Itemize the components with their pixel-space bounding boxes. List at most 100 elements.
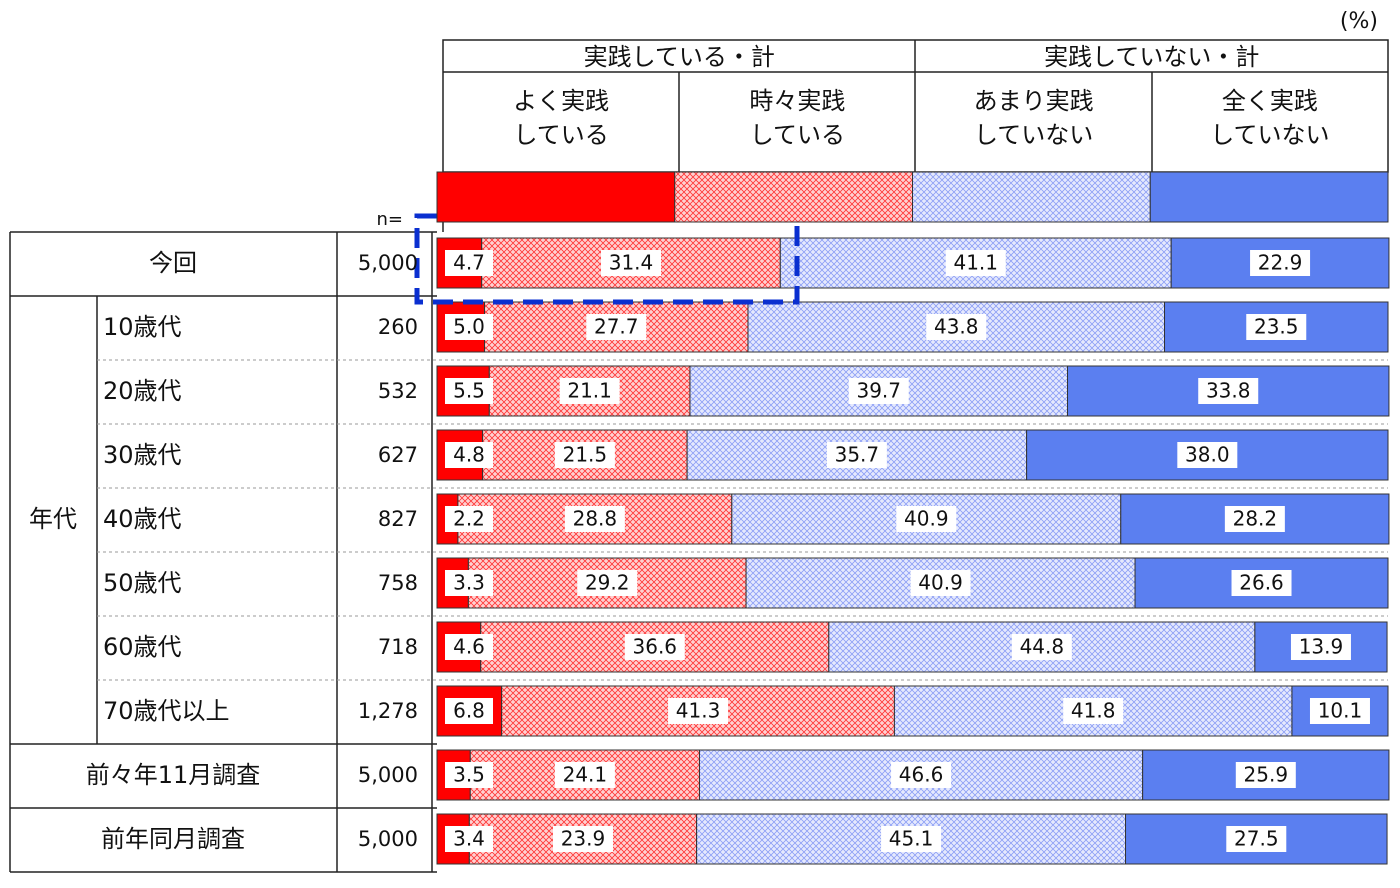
sample-size: 5,000 — [358, 827, 418, 851]
value-label-bg — [1011, 634, 1072, 660]
sample-size: 627 — [378, 443, 418, 467]
value-label-bg — [1063, 698, 1124, 724]
value-label-bg — [848, 378, 909, 404]
value-label-bg — [564, 506, 625, 532]
value-label-bg — [554, 442, 615, 468]
row-label: 今回 — [149, 249, 197, 277]
legend-swatch — [912, 171, 1151, 223]
sample-size: 260 — [378, 315, 418, 339]
value-label: 33.8 — [1206, 379, 1251, 403]
value-label: 25.9 — [1244, 763, 1289, 787]
sample-size: 827 — [378, 507, 418, 531]
row-label: 40歳代 — [103, 505, 182, 533]
value-label-bg — [926, 314, 987, 340]
value-label-bg — [624, 634, 685, 660]
bars: 4.7 31.4 41.1 22.9 5.0 27.7 43.8 23.5 5.5 21.1 39.… — [436, 237, 1390, 865]
value-label-bg — [445, 698, 493, 724]
value-label-bg — [445, 314, 493, 340]
row-label: 50歳代 — [103, 569, 182, 597]
value-label-bg — [1250, 250, 1311, 276]
value-label: 27.5 — [1234, 827, 1279, 851]
value-label: 5.5 — [453, 379, 485, 403]
value-label-bg — [1290, 634, 1351, 660]
value-label: 10.1 — [1318, 699, 1363, 723]
value-label: 27.7 — [594, 315, 639, 339]
value-label: 41.1 — [953, 251, 998, 275]
value-label: 28.2 — [1233, 507, 1278, 531]
value-label-bg — [910, 570, 971, 596]
group-header: 実践している・計 — [584, 43, 775, 71]
value-label-bg — [1177, 442, 1238, 468]
value-label: 4.8 — [453, 443, 485, 467]
value-label: 43.8 — [934, 315, 979, 339]
value-label-bg — [445, 570, 493, 596]
value-label: 44.8 — [1020, 635, 1065, 659]
value-label: 4.6 — [453, 635, 485, 659]
series-header-box: あまり実践 していない — [973, 87, 1094, 149]
value-label: 26.6 — [1239, 571, 1284, 595]
value-label: 21.5 — [563, 443, 608, 467]
value-label-bg — [554, 762, 615, 788]
sample-size: 5,000 — [358, 251, 418, 275]
value-label: 45.1 — [889, 827, 934, 851]
value-label: 5.0 — [453, 315, 485, 339]
sample-size: 718 — [378, 635, 418, 659]
value-label: 23.5 — [1254, 315, 1299, 339]
value-label-bg — [945, 250, 1006, 276]
unit-label: (%) — [1340, 9, 1378, 34]
value-label-bg — [1224, 506, 1285, 532]
value-label-bg — [445, 442, 493, 468]
row-label: 前年同月調査 — [101, 825, 245, 853]
value-label-bg — [1246, 314, 1307, 340]
value-label: 24.1 — [563, 763, 608, 787]
value-label-bg — [577, 570, 638, 596]
value-label: 40.9 — [904, 507, 949, 531]
row-label: 70歳代以上 — [103, 697, 230, 725]
value-label-bg — [668, 698, 729, 724]
value-label: 4.7 — [453, 251, 485, 275]
legend-label: よく実践 している — [513, 87, 610, 149]
value-label: 36.6 — [633, 635, 678, 659]
value-label-bg — [445, 634, 493, 660]
value-label-bg — [1226, 826, 1287, 852]
row-label: 20歳代 — [103, 377, 182, 405]
value-label-bg — [445, 762, 493, 788]
value-label-bg — [586, 314, 647, 340]
value-label-bg — [1309, 698, 1370, 724]
sample-size: 532 — [378, 379, 418, 403]
value-label-bg — [891, 762, 952, 788]
legend-label: あまり実践 していない — [973, 87, 1094, 149]
value-label-bg — [552, 826, 613, 852]
value-label-bg — [1198, 378, 1259, 404]
row-label: 60歳代 — [103, 633, 182, 661]
value-label-bg — [445, 826, 493, 852]
sample-size: 5,000 — [358, 763, 418, 787]
value-label: 2.2 — [453, 507, 485, 531]
value-label: 31.4 — [609, 251, 654, 275]
value-label-bg — [1235, 762, 1296, 788]
series-header-box: 全く実践 していない — [1210, 87, 1330, 149]
value-label: 3.4 — [453, 827, 485, 851]
legend-swatch — [1149, 171, 1389, 223]
series-header-box: 時々実践 している — [749, 87, 845, 149]
value-label-bg — [1231, 570, 1292, 596]
row-label: 30歳代 — [103, 441, 182, 469]
value-label: 40.9 — [918, 571, 963, 595]
row-label: 前々年11月調査 — [86, 761, 261, 789]
row-label: 10歳代 — [103, 313, 182, 341]
value-label: 21.1 — [567, 379, 612, 403]
series-header-box: よく実践 している — [513, 87, 610, 149]
bar-segment — [1026, 429, 1389, 481]
legend-label: 全く実践 していない — [1210, 87, 1330, 149]
value-label: 29.2 — [585, 571, 630, 595]
value-label: 22.9 — [1258, 251, 1303, 275]
value-label: 3.3 — [453, 571, 485, 595]
sample-size: 1,278 — [358, 699, 418, 723]
value-label: 41.3 — [676, 699, 721, 723]
value-label: 46.6 — [899, 763, 944, 787]
value-label: 13.9 — [1299, 635, 1344, 659]
value-label-bg — [445, 250, 493, 276]
legend-swatch — [436, 171, 676, 223]
value-label-bg — [601, 250, 662, 276]
